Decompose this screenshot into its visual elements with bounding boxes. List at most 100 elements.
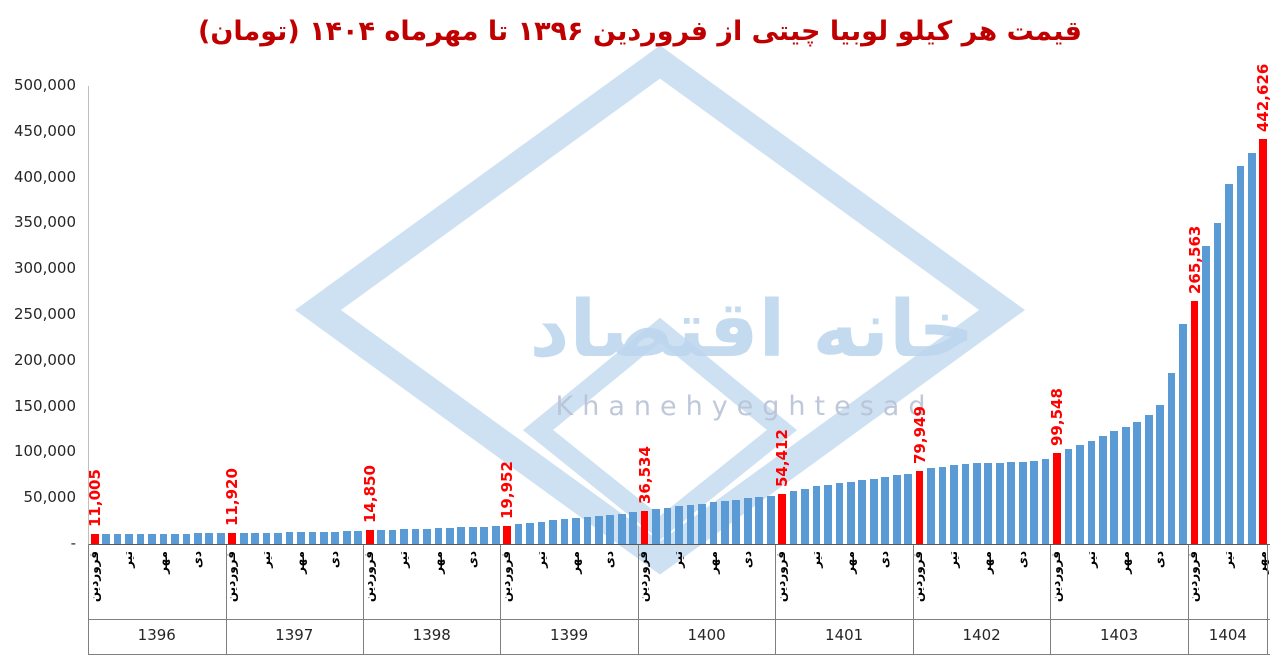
bar (491, 526, 500, 544)
bar (720, 500, 729, 544)
bar (973, 463, 981, 544)
x-axis-month-label: تیر (946, 551, 960, 568)
bar (113, 533, 122, 544)
bar (984, 462, 993, 544)
bar-value-label: 11,920 (223, 468, 242, 527)
x-axis-year-label: 1396 (137, 626, 176, 644)
bar-value-label: 442,626 (1254, 63, 1273, 132)
x-axis-month-label: تیر (396, 551, 410, 568)
bar (434, 528, 443, 544)
bar (743, 498, 752, 544)
bar-value-label: 11,005 (85, 469, 104, 527)
bar (1202, 246, 1210, 544)
x-axis-month-label: تیر (808, 551, 823, 568)
axis-bottom-line (88, 654, 1270, 655)
bar (686, 505, 695, 544)
year-separator-line (88, 545, 89, 655)
bar-highlight (90, 533, 99, 544)
bar (308, 532, 317, 544)
bar (468, 527, 477, 544)
bar (171, 533, 179, 544)
bar (514, 524, 523, 544)
year-separator-line (775, 545, 777, 655)
bar (148, 533, 156, 544)
bar (824, 484, 832, 544)
x-axis-month-label: تیر (258, 551, 273, 568)
bar (869, 479, 878, 544)
x-axis-month-label: تیر (671, 551, 685, 568)
bar (182, 533, 191, 544)
bar-highlight (915, 470, 924, 544)
bar (159, 533, 168, 544)
bar (102, 533, 111, 544)
y-axis: 500,000 450,000 400,000 350,000 300,000 250,0… (0, 76, 82, 558)
bar (892, 475, 901, 544)
x-axis-month-label: مهر (842, 551, 857, 574)
year-separator-line (225, 545, 227, 655)
bar-highlight (503, 525, 512, 544)
y-axis-tick-label: 350,000 (13, 213, 76, 232)
bar (1064, 448, 1073, 544)
bar (766, 495, 775, 544)
bar-highlight (365, 530, 374, 544)
x-axis-month-label: مهر (430, 551, 445, 574)
bar (331, 531, 340, 544)
bar (1133, 422, 1142, 544)
bar (1076, 445, 1084, 544)
bar (262, 532, 271, 544)
bar (846, 481, 855, 544)
bar-value-label: 19,952 (498, 460, 517, 519)
bar (526, 522, 534, 544)
bar (1099, 435, 1107, 544)
bar (572, 517, 580, 544)
axis-divider-line (88, 619, 1270, 620)
bar (755, 496, 764, 544)
bar (938, 466, 947, 544)
bar (388, 529, 397, 544)
bar (342, 531, 351, 544)
x-axis: فروردین تیر مهر دی فروردین تیر مهر دی فروردین تیر… (87, 545, 1270, 655)
x-axis-month-label: تیر (1220, 551, 1235, 568)
bar (205, 533, 214, 544)
bar (549, 520, 557, 544)
y-axis-tick-label: 150,000 (13, 396, 76, 415)
bar (1110, 431, 1119, 544)
bar (411, 529, 420, 544)
bar-highlight (1259, 138, 1268, 544)
bar (606, 515, 615, 544)
bar (709, 502, 718, 544)
bar-highlight (778, 494, 786, 544)
bar (594, 516, 603, 544)
chart-title: قیمت هر کیلو لوبیا چیتی از فروردین ۱۳۹۶ … (198, 16, 1082, 47)
y-axis-tick-label: 200,000 (13, 350, 76, 369)
bar-value-label: 99,548 (1048, 387, 1067, 446)
x-axis-month-label: مهر (567, 551, 582, 574)
bar-value-label: 36,534 (635, 445, 654, 504)
bar (812, 486, 821, 544)
x-axis-month-label: دی (464, 551, 479, 569)
bar (663, 507, 672, 544)
year-separator-line (637, 545, 639, 655)
bar (125, 533, 133, 544)
bar (400, 529, 408, 544)
bar (480, 526, 489, 544)
x-axis-month-label: دی (189, 551, 204, 569)
bar (1144, 414, 1153, 544)
bar (1225, 184, 1233, 544)
x-axis-month-label: مهر (705, 551, 720, 574)
bar (1179, 324, 1187, 544)
bar (927, 468, 935, 544)
bar (904, 473, 912, 544)
bar (617, 513, 626, 544)
bar (1030, 460, 1039, 544)
y-axis-tick-label: 300,000 (13, 259, 76, 278)
year-separator-line (500, 545, 502, 655)
watermark-text-en: Khanehyeghtesad (556, 391, 935, 422)
bar (354, 530, 363, 544)
bar (136, 533, 145, 544)
bar (193, 533, 202, 544)
bar (239, 533, 248, 544)
watermark-text-fa: خانه اقتصاد (529, 285, 974, 375)
year-separator-line (363, 545, 364, 655)
x-axis-month-label: دی (327, 551, 342, 569)
